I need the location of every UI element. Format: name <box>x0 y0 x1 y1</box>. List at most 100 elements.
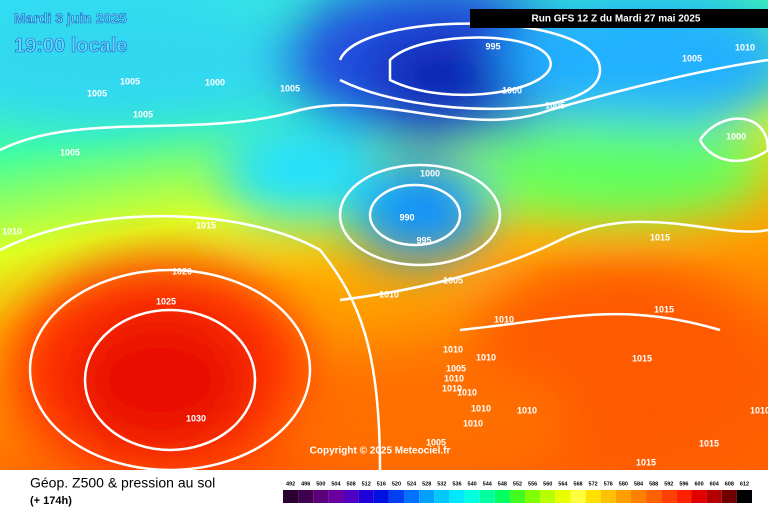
footer-title: Géop. Z500 & pression au sol <box>30 475 215 491</box>
isobar-label: 1000 <box>420 168 440 178</box>
isobar-label: 1010 <box>443 344 463 354</box>
isobar-label: 1005 <box>682 53 702 63</box>
isobar-label: 1025 <box>156 296 176 306</box>
scale-cell <box>646 490 662 503</box>
scale-cell <box>600 490 616 503</box>
scale-cell <box>555 490 571 503</box>
isobar-label: 1005 <box>87 88 107 98</box>
isobar-label: 1030 <box>186 413 206 423</box>
scale-label: 528 <box>422 481 431 487</box>
scale-cell <box>419 490 435 503</box>
scale-label: 536 <box>452 481 461 487</box>
isobars <box>0 22 768 472</box>
isobar-label: 1010 <box>442 383 462 393</box>
isobar-label: 1015 <box>654 304 674 314</box>
scale-cell <box>479 490 495 503</box>
isobar-label: 1010 <box>476 352 496 362</box>
scale-label: 584 <box>634 481 644 487</box>
scale-label: 552 <box>513 481 522 487</box>
isobar-label: 1010 <box>735 42 755 52</box>
scale-label: 576 <box>604 481 613 487</box>
isobar-label: 1005 <box>426 437 446 447</box>
scale-label: 600 <box>694 481 703 487</box>
isobar-label: 1005 <box>443 275 463 285</box>
scale-cell <box>494 490 510 503</box>
isobar-label: 990 <box>399 212 414 222</box>
scale-label: 508 <box>346 481 355 487</box>
isobar-label: 1015 <box>650 232 670 242</box>
scale-cell <box>661 490 677 503</box>
copyright: Copyright © 2025 Meteociel.fr <box>310 446 451 457</box>
scale-cell <box>298 490 314 503</box>
scale-cell <box>449 490 465 503</box>
isobar-label: 1020 <box>172 266 192 276</box>
scale-label: 604 <box>710 481 720 487</box>
isobar-label: 1005 <box>133 109 153 119</box>
color-scale: 492 496 500 504 508 512 516 520 524 528 532 536 540 5… <box>283 481 752 503</box>
isobar-label: 1010 <box>2 226 22 236</box>
scale-cell <box>373 490 389 503</box>
isobar-label: 995 <box>416 235 431 245</box>
scale-label: 496 <box>301 481 310 487</box>
valid-time: 19:00 locale <box>14 35 127 57</box>
isobar-label: 995 <box>485 41 500 51</box>
scale-label: 532 <box>437 481 446 487</box>
scale-cell <box>691 490 707 503</box>
isobar-label: 1000 <box>726 131 746 141</box>
scale-cell <box>615 490 631 503</box>
scale-label: 592 <box>664 481 673 487</box>
scale-cell <box>721 490 737 503</box>
run-box <box>470 9 768 28</box>
scale-cell <box>358 490 374 503</box>
scale-label: 520 <box>392 481 401 487</box>
scale-label: 544 <box>483 481 493 487</box>
isobar-label: 1015 <box>636 457 656 467</box>
scale-label: 572 <box>589 481 598 487</box>
scale-cell <box>540 490 556 503</box>
scale-label: 564 <box>558 481 568 487</box>
scale-label: 608 <box>725 481 734 487</box>
scale-cell <box>509 490 526 503</box>
isobar-label: 1015 <box>699 438 719 448</box>
isobar-label: 1000 <box>502 85 522 95</box>
scale-label: 492 <box>286 481 295 487</box>
scale-cell <box>706 490 722 503</box>
scale-cell <box>343 490 359 503</box>
isobar-label: 1005 <box>60 147 80 157</box>
scale-label: 540 <box>468 481 477 487</box>
scale-cell <box>434 490 450 503</box>
isobar-label: 1005 <box>446 363 466 373</box>
isobar-label: 1010 <box>444 373 464 383</box>
scale-label: 516 <box>377 481 386 487</box>
scale-label: 580 <box>619 481 628 487</box>
isobar-label: 1010 <box>457 387 477 397</box>
scale-label: 548 <box>498 481 507 487</box>
scale-cell <box>585 490 601 503</box>
field <box>0 0 768 480</box>
isobar-label: 1010 <box>750 405 768 415</box>
isobar-label: 1000 <box>205 77 225 87</box>
scale-cell <box>630 490 647 503</box>
scale-label: 596 <box>679 481 688 487</box>
scale-label: 504 <box>331 481 341 487</box>
isobar-label: 1015 <box>196 220 216 230</box>
isobar-label: 1010 <box>471 403 491 413</box>
scale-cell <box>404 490 420 503</box>
scale-label: 568 <box>573 481 582 487</box>
scale-label: 524 <box>407 481 417 487</box>
scale-label: 612 <box>740 481 749 487</box>
scale-label: 556 <box>528 481 537 487</box>
isobar-label: 1005 <box>120 76 140 86</box>
isobar-label: 1010 <box>463 418 483 428</box>
isobar-label: 1010 <box>517 405 537 415</box>
valid-date: Mardi 3 juin 2025 <box>14 10 127 26</box>
scale-cell <box>464 490 480 503</box>
isobar-label: 1005 <box>545 100 565 110</box>
isobar-label: 1010 <box>494 314 514 324</box>
scale-label: 512 <box>362 481 371 487</box>
scale-cell <box>328 490 344 503</box>
scale-label: 560 <box>543 481 552 487</box>
scale-cell <box>388 490 405 503</box>
